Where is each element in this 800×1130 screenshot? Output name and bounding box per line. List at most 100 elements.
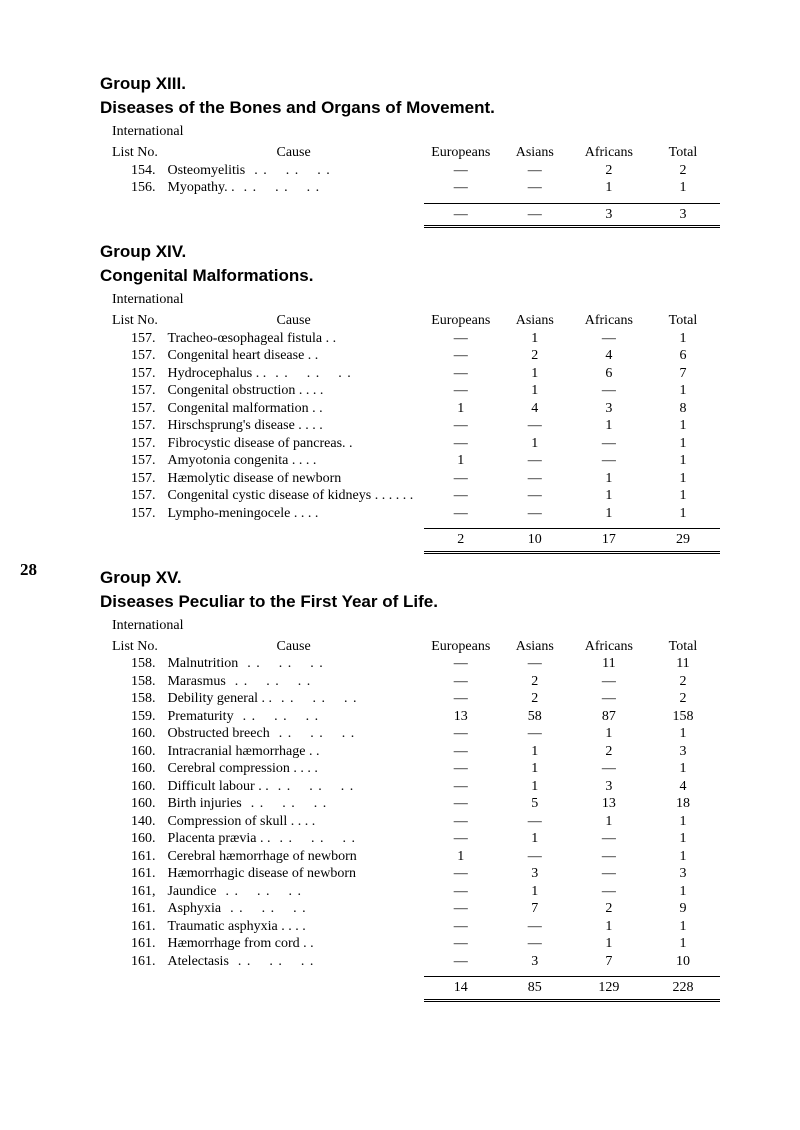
cell-value: 1	[646, 417, 720, 435]
cell-listno: 161.	[100, 900, 163, 918]
cell-cause: Tracheo-œsophageal fistula . .	[163, 330, 423, 348]
cell-cause: Birth injuries	[163, 795, 423, 813]
subtotal-value: 3	[646, 203, 720, 227]
cell-value: —	[572, 452, 646, 470]
cell-listno: 160.	[100, 725, 163, 743]
cell-listno: 157.	[100, 417, 163, 435]
cell-value: 2	[646, 162, 720, 180]
cell-value: 4	[572, 347, 646, 365]
cell-value: —	[424, 470, 498, 488]
cell-value: 1	[498, 778, 572, 796]
cell-value: 3	[572, 778, 646, 796]
cell-value: 2	[498, 690, 572, 708]
cell-value: 11	[572, 655, 646, 673]
cell-cause: Congenital heart disease . .	[163, 347, 423, 365]
cell-value: 1	[646, 918, 720, 936]
table-row: 154.Osteomyelitis——22	[100, 162, 720, 180]
page-number: 28	[20, 560, 37, 580]
cell-cause: Intracranial hæmorrhage . .	[163, 743, 423, 761]
cell-value: —	[424, 813, 498, 831]
table-row: 161.Hæmorrhage from cord . .——11	[100, 935, 720, 953]
table-row: 160.Birth injuries—51318	[100, 795, 720, 813]
cell-value: —	[424, 900, 498, 918]
cell-cause: Hæmolytic disease of newborn	[163, 470, 423, 488]
table-row: 157.Hæmolytic disease of newborn——11	[100, 470, 720, 488]
cell-value: 1	[646, 760, 720, 778]
cell-cause: Congenital cystic disease of kidneys . .…	[163, 487, 423, 505]
subtotal-row: 2101729	[100, 529, 720, 553]
table-row: 157.Congenital heart disease . .—246	[100, 347, 720, 365]
cell-value: 1	[646, 848, 720, 866]
cell-value: —	[572, 865, 646, 883]
cell-value: 1	[572, 417, 646, 435]
group-title: Diseases Peculiar to the First Year of L…	[100, 592, 720, 612]
cell-listno: 158.	[100, 673, 163, 691]
cell-value: 6	[646, 347, 720, 365]
cell-value: —	[424, 655, 498, 673]
cell-value: —	[498, 918, 572, 936]
cell-value: 8	[646, 400, 720, 418]
cell-value: —	[572, 435, 646, 453]
cell-cause: Congenital malformation . .	[163, 400, 423, 418]
cell-value: —	[424, 365, 498, 383]
cell-value: —	[424, 883, 498, 901]
cell-listno: 161.	[100, 953, 163, 971]
cell-value: 1	[572, 935, 646, 953]
table-row: 161.Hæmorrhagic disease of newborn—3—3	[100, 865, 720, 883]
cell-cause: Amyotonia congenita . . . .	[163, 452, 423, 470]
page-content: Group XIII.Diseases of the Bones and Org…	[100, 74, 720, 1002]
col-africans: Africans	[572, 638, 646, 656]
col-listno: List No.	[100, 638, 163, 656]
group-heading: Group XIV.	[100, 242, 720, 262]
cell-value: 4	[646, 778, 720, 796]
table-row: 157.Hydrocephalus . .—167	[100, 365, 720, 383]
cell-value: 11	[646, 655, 720, 673]
cell-value: —	[424, 487, 498, 505]
table-row: 160.Placenta prævia . .—1—1	[100, 830, 720, 848]
cell-value: —	[498, 935, 572, 953]
table-row: 157.Fibrocystic disease of pancreas. .—1…	[100, 435, 720, 453]
cell-listno: 154.	[100, 162, 163, 180]
cell-value: 1	[646, 487, 720, 505]
cell-value: —	[424, 778, 498, 796]
cell-cause: Cerebral hæmorrhage of newborn	[163, 848, 423, 866]
cell-value: 1	[646, 813, 720, 831]
cell-value: 1	[572, 918, 646, 936]
table-row: 161.Atelectasis—3710	[100, 953, 720, 971]
col-listno: List No.	[100, 312, 163, 330]
cell-value: 87	[572, 708, 646, 726]
cell-value: 7	[646, 365, 720, 383]
subtotal-value: 85	[498, 977, 572, 1001]
subtotal-value: 29	[646, 529, 720, 553]
table-row: 157.Lympho-meningocele . . . .——11	[100, 505, 720, 523]
cell-value: 1	[646, 470, 720, 488]
cell-cause: Atelectasis	[163, 953, 423, 971]
cell-value: —	[424, 918, 498, 936]
cell-value: 18	[646, 795, 720, 813]
cell-cause: Hæmorrhage from cord . .	[163, 935, 423, 953]
table-row: 157.Congenital malformation . .1438	[100, 400, 720, 418]
cell-value: 1	[646, 725, 720, 743]
cell-value: —	[572, 848, 646, 866]
subhead: International	[112, 292, 720, 308]
cell-value: 1	[646, 179, 720, 197]
cell-listno: 157.	[100, 505, 163, 523]
cell-cause: Compression of skull . . . .	[163, 813, 423, 831]
subtotal-row: 1485129228	[100, 977, 720, 1001]
cell-cause: Lympho-meningocele . . . .	[163, 505, 423, 523]
col-cause: Cause	[163, 638, 423, 656]
cell-listno: 160.	[100, 830, 163, 848]
cell-value: —	[424, 505, 498, 523]
cell-cause: Prematurity	[163, 708, 423, 726]
cell-value: 1	[498, 435, 572, 453]
cell-value: 158	[646, 708, 720, 726]
cell-cause: Hydrocephalus . .	[163, 365, 423, 383]
cell-value: —	[424, 725, 498, 743]
cell-value: 3	[646, 743, 720, 761]
cell-value: 2	[646, 690, 720, 708]
cell-value: 1	[572, 505, 646, 523]
cell-value: 1	[498, 760, 572, 778]
col-europeans: Europeans	[424, 638, 498, 656]
cell-value: 1	[646, 935, 720, 953]
col-total: Total	[646, 144, 720, 162]
